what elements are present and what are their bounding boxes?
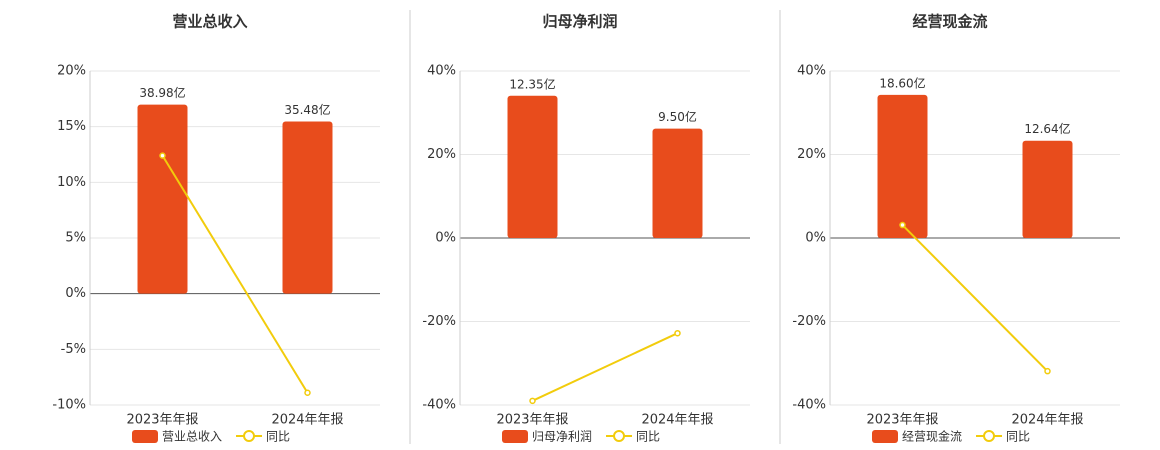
line-point — [674, 329, 681, 337]
legend-swatch — [613, 430, 626, 442]
y-tick-label: 0% — [65, 286, 86, 301]
line-point — [159, 152, 166, 159]
bar — [652, 128, 703, 238]
bar — [507, 95, 558, 238]
chart-title: 营业总收入 — [172, 13, 247, 31]
value-label: 12.64亿 — [1024, 121, 1070, 136]
value-label: 18.60亿 — [879, 75, 925, 90]
value-label: 12.35亿 — [509, 76, 555, 91]
y-tick-label: -20% — [422, 314, 456, 329]
x-tick-label: 2024年年报 — [641, 413, 713, 428]
legend-label: 同比 — [1006, 430, 1030, 444]
line — [532, 332, 678, 402]
value-label: 9.50亿 — [658, 109, 697, 124]
y-tick-label: 0% — [805, 231, 826, 246]
legend-label: 归母净利润 — [532, 430, 592, 444]
x-tick-label: 2023年年报 — [866, 413, 938, 428]
y-tick-label: -40% — [792, 398, 826, 413]
chart-title: 归母净利润 — [542, 13, 617, 31]
legend-swatch — [872, 430, 898, 443]
y-tick-label: 40% — [797, 64, 826, 79]
x-tick-label: 2023年年报 — [496, 413, 568, 428]
legend-swatch — [502, 430, 528, 443]
y-tick-label: -10% — [52, 398, 86, 413]
y-tick-label: 20% — [427, 147, 456, 162]
chart-title: 经营现金流 — [912, 13, 987, 31]
y-tick-label: -40% — [422, 398, 456, 413]
y-tick-label: 15% — [57, 119, 86, 134]
value-label: 35.48亿 — [284, 102, 330, 117]
legend-label: 经营现金流 — [902, 429, 962, 444]
bar — [137, 104, 188, 294]
line-point — [1044, 367, 1051, 375]
line-point — [529, 397, 536, 405]
line-point — [899, 221, 906, 229]
line — [901, 224, 1049, 372]
y-tick-label: 0% — [435, 231, 456, 246]
legend-swatch — [243, 430, 256, 442]
y-tick-label: 20% — [57, 64, 86, 79]
x-tick-label: 2024年年报 — [271, 413, 343, 428]
legend-swatch — [983, 430, 996, 442]
line — [161, 155, 309, 394]
y-tick-label: 40% — [427, 64, 456, 79]
x-tick-label: 2023年年报 — [126, 413, 198, 428]
bar — [1022, 140, 1073, 238]
y-tick-label: 20% — [797, 147, 826, 162]
legend-label: 同比 — [266, 430, 290, 444]
bar — [282, 121, 333, 294]
x-tick-label: 2024年年报 — [1011, 413, 1083, 428]
y-tick-label: 5% — [65, 231, 86, 246]
legend-label: 同比 — [636, 430, 660, 444]
bar — [877, 94, 928, 238]
legend-label: 营业总收入 — [162, 430, 222, 444]
y-tick-label: -20% — [792, 314, 826, 329]
value-label: 38.98亿 — [139, 85, 185, 100]
legend-swatch — [132, 430, 158, 443]
line-point — [304, 389, 311, 397]
y-tick-label: 10% — [57, 175, 86, 190]
y-tick-label: -5% — [61, 342, 86, 357]
